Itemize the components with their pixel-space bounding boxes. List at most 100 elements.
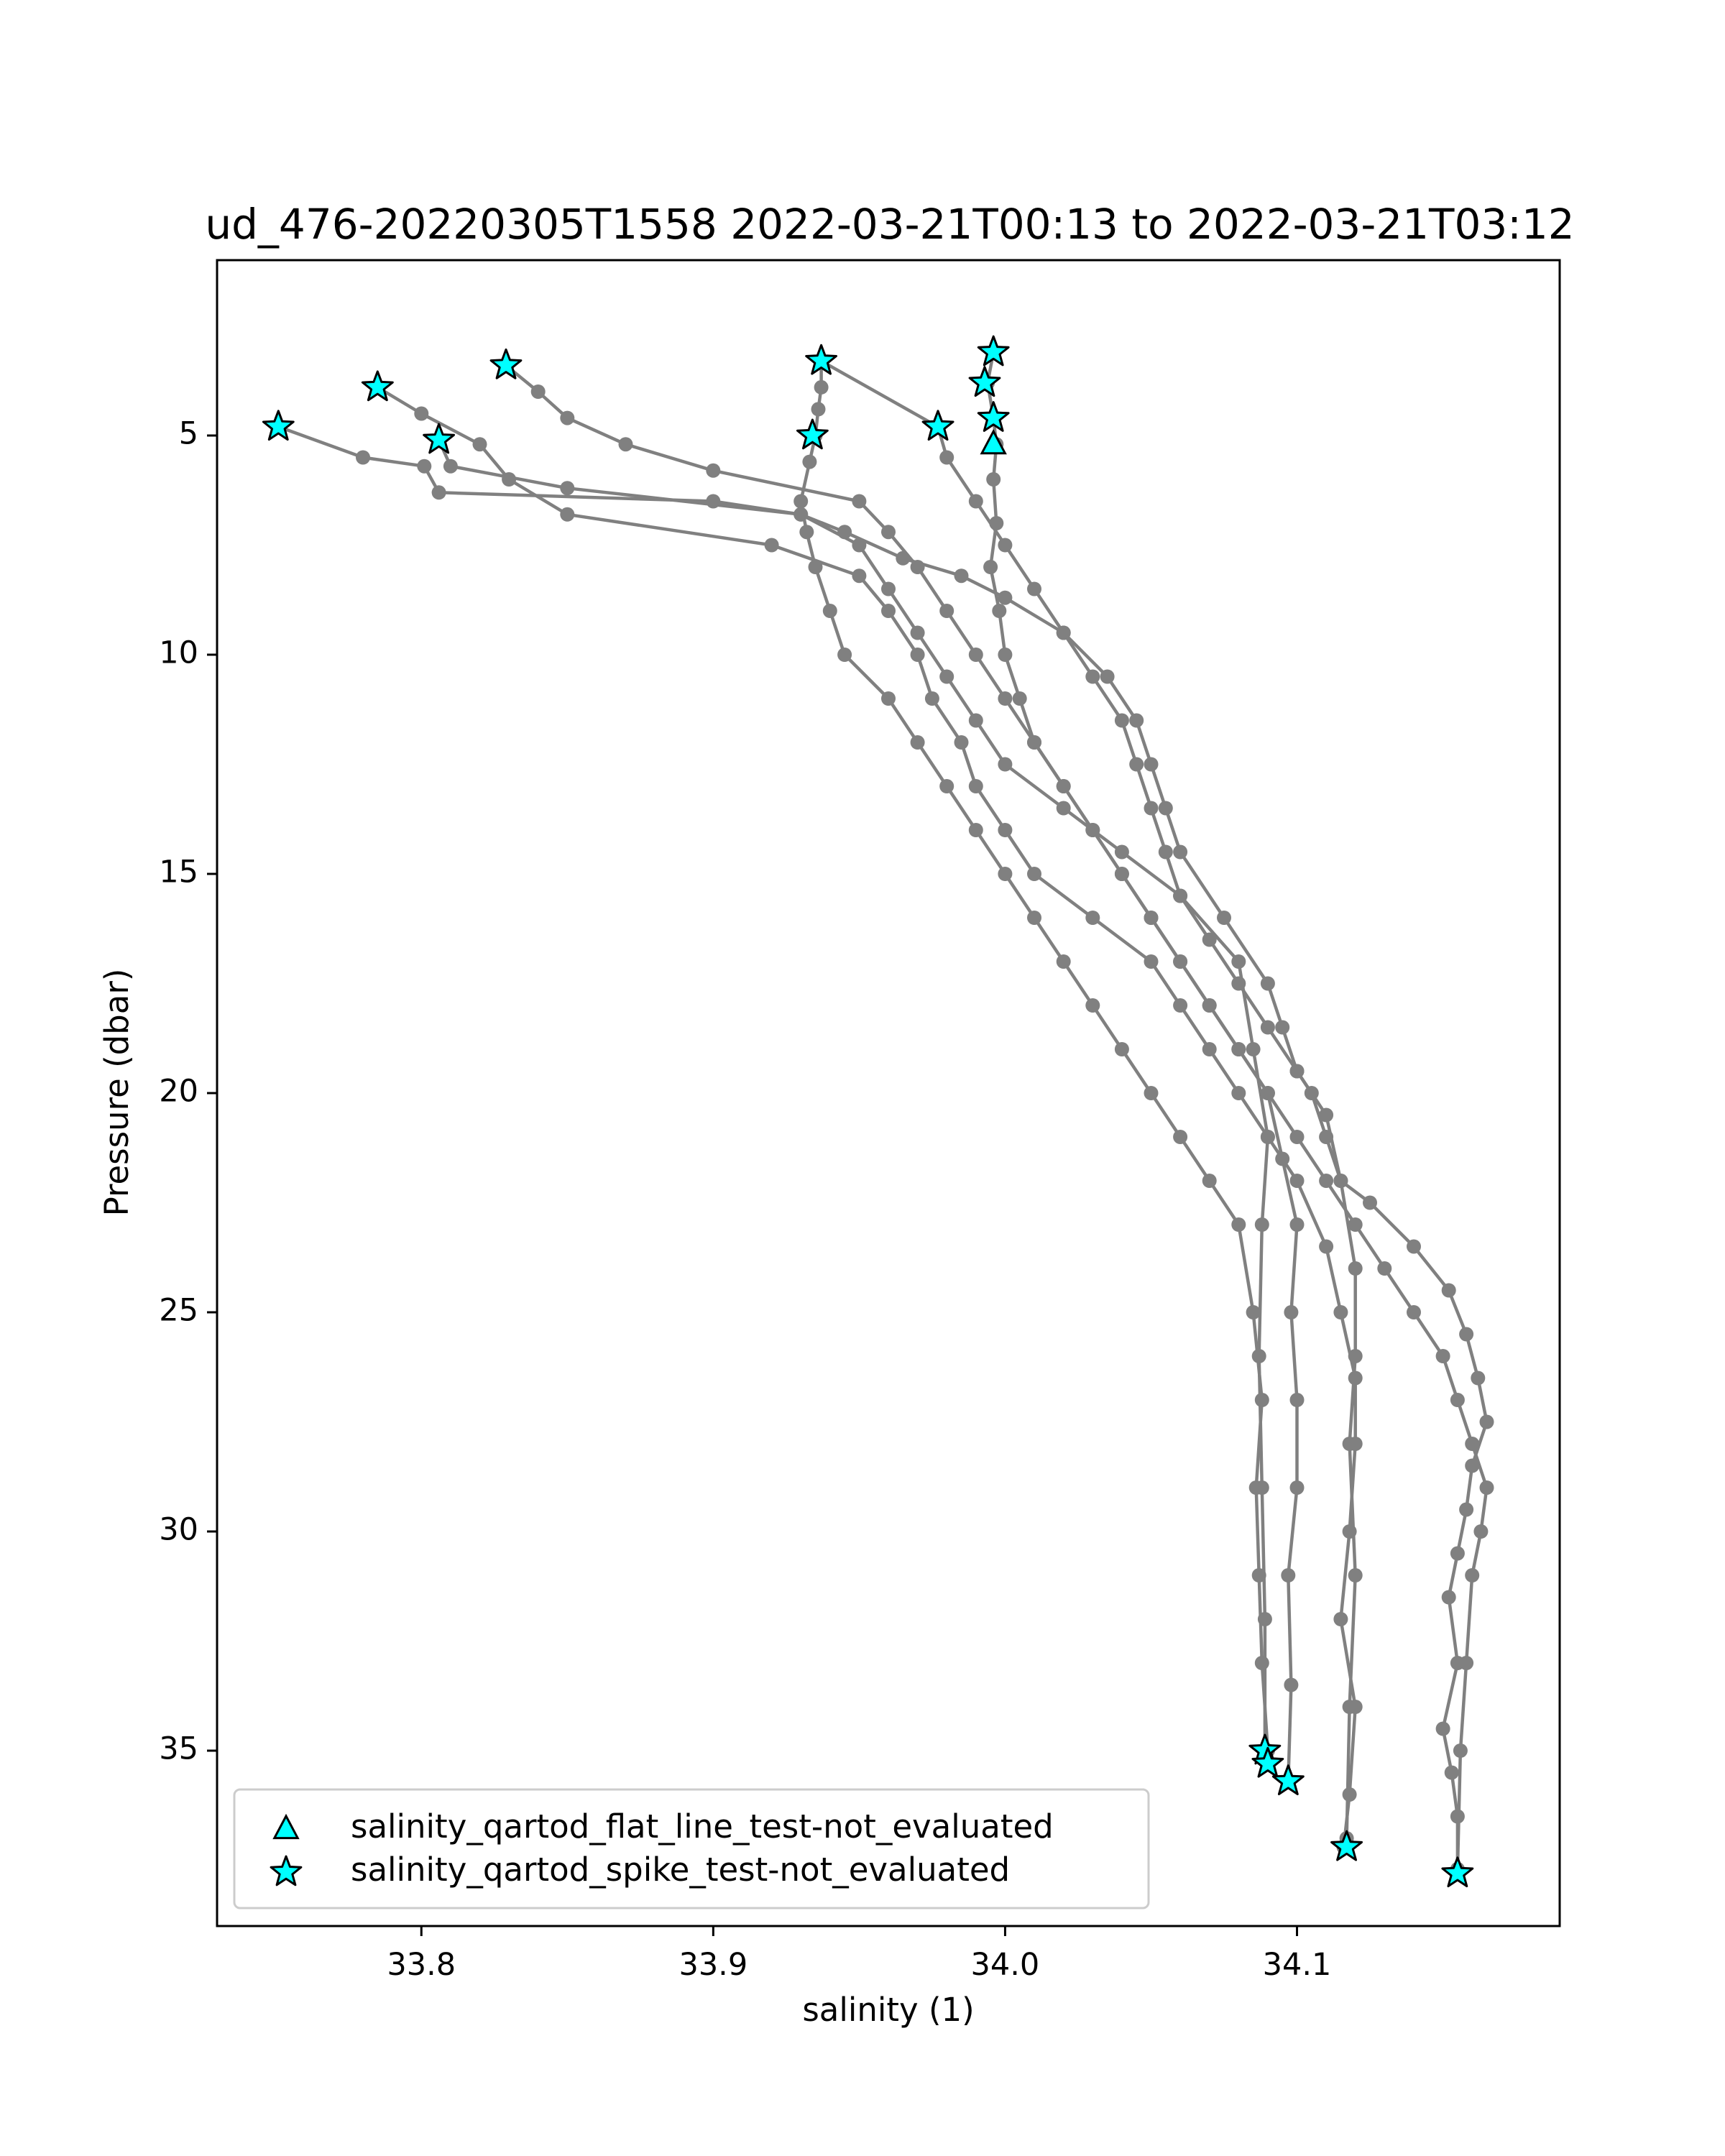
- x-tick-label: 33.9: [678, 1947, 748, 1983]
- data-point: [1027, 867, 1041, 881]
- data-point: [560, 410, 575, 425]
- data-point: [998, 590, 1013, 605]
- legend-box: [233, 1788, 1150, 1909]
- data-point: [1348, 1261, 1363, 1276]
- data-point: [764, 538, 779, 553]
- data-point: [706, 463, 721, 478]
- data-point: [1348, 1349, 1363, 1363]
- data-point: [992, 604, 1007, 618]
- data-point: [1085, 823, 1100, 837]
- data-point: [1459, 1327, 1474, 1342]
- data-point: [1231, 954, 1246, 969]
- spike-test-marker: [968, 366, 1001, 397]
- y-tick-label: 35: [159, 1731, 198, 1767]
- data-point: [910, 560, 925, 574]
- data-point: [1289, 1130, 1305, 1144]
- data-point: [910, 735, 925, 750]
- data-point: [431, 485, 446, 500]
- data-point: [968, 713, 983, 728]
- data-point: [814, 379, 829, 395]
- data-point: [1202, 998, 1217, 1013]
- data-point: [1333, 1174, 1348, 1188]
- data-point: [1450, 1546, 1465, 1561]
- data-point: [1275, 1020, 1290, 1035]
- data-point: [1479, 1480, 1494, 1495]
- spike-test-marker: [1441, 1856, 1474, 1888]
- series-layer: [271, 345, 1494, 1881]
- data-point: [530, 384, 546, 399]
- data-point: [1248, 1480, 1264, 1495]
- data-point: [1114, 713, 1129, 728]
- data-point: [1260, 976, 1275, 991]
- data-point: [1202, 1174, 1217, 1188]
- data-point: [1435, 1349, 1450, 1363]
- data-point: [939, 779, 954, 793]
- data-point: [1275, 1151, 1290, 1166]
- data-point: [1144, 801, 1159, 816]
- data-point: [1289, 1174, 1305, 1188]
- data-point: [1254, 1217, 1269, 1232]
- data-point: [1056, 625, 1071, 640]
- x-axis-label: salinity (1): [802, 1991, 974, 2029]
- spike-test-marker: [489, 348, 523, 379]
- data-point: [1114, 844, 1129, 860]
- data-point: [998, 867, 1013, 881]
- data-point: [1012, 691, 1027, 706]
- data-point: [1407, 1239, 1421, 1254]
- y-tick-label: 5: [179, 416, 198, 452]
- legend-label-flat-line: salinity_qartod_flat_line_test-not_evalu…: [351, 1807, 1054, 1846]
- data-point: [1289, 1064, 1305, 1079]
- data-point: [560, 481, 575, 496]
- data-point: [1289, 1393, 1305, 1407]
- data-point: [1027, 911, 1041, 925]
- legend-star-marker: [270, 1855, 303, 1886]
- data-point: [968, 779, 983, 793]
- data-point: [808, 560, 823, 574]
- data-point: [1289, 1480, 1305, 1495]
- star-icon: [270, 1855, 303, 1886]
- data-point: [794, 494, 809, 509]
- data-point: [968, 823, 983, 837]
- data-point: [1173, 998, 1188, 1013]
- data-point: [998, 823, 1013, 837]
- data-point: [998, 538, 1013, 553]
- data-point: [1144, 757, 1159, 772]
- data-point: [1085, 669, 1100, 684]
- data-point: [1129, 713, 1144, 728]
- series-line-5: [799, 361, 1270, 1751]
- data-point: [852, 538, 867, 553]
- data-point: [968, 648, 983, 662]
- spike-test-marker: [1271, 1764, 1305, 1795]
- data-point: [1319, 1174, 1334, 1188]
- spike-test-marker: [977, 335, 1010, 367]
- data-point: [1231, 976, 1246, 991]
- data-point: [998, 648, 1013, 662]
- data-point: [1319, 1239, 1334, 1254]
- data-point: [954, 568, 969, 584]
- data-point: [1459, 1502, 1474, 1517]
- data-point: [1231, 1042, 1246, 1056]
- data-point: [1450, 1393, 1465, 1407]
- data-point: [1348, 1568, 1363, 1583]
- data-point: [560, 507, 575, 522]
- data-point: [1144, 1086, 1159, 1100]
- series-line-7: [985, 351, 1489, 1869]
- data-point: [1027, 581, 1041, 596]
- flat-line-test-marker: [980, 428, 1007, 455]
- data-point: [1158, 844, 1173, 860]
- data-point: [1459, 1656, 1474, 1670]
- data-point: [998, 691, 1013, 706]
- data-point: [983, 560, 998, 574]
- data-point: [1348, 1217, 1363, 1232]
- data-point: [998, 757, 1013, 772]
- data-point: [939, 604, 954, 618]
- legend: salinity_qartod_flat_line_test-not_evalu…: [233, 1788, 1150, 1909]
- data-point: [1217, 911, 1231, 925]
- data-point: [1246, 1042, 1261, 1056]
- plot-frame: [216, 259, 1561, 1927]
- data-point: [1284, 1305, 1299, 1319]
- data-point: [1251, 1568, 1266, 1583]
- data-point: [1319, 1107, 1334, 1123]
- data-point: [837, 648, 852, 662]
